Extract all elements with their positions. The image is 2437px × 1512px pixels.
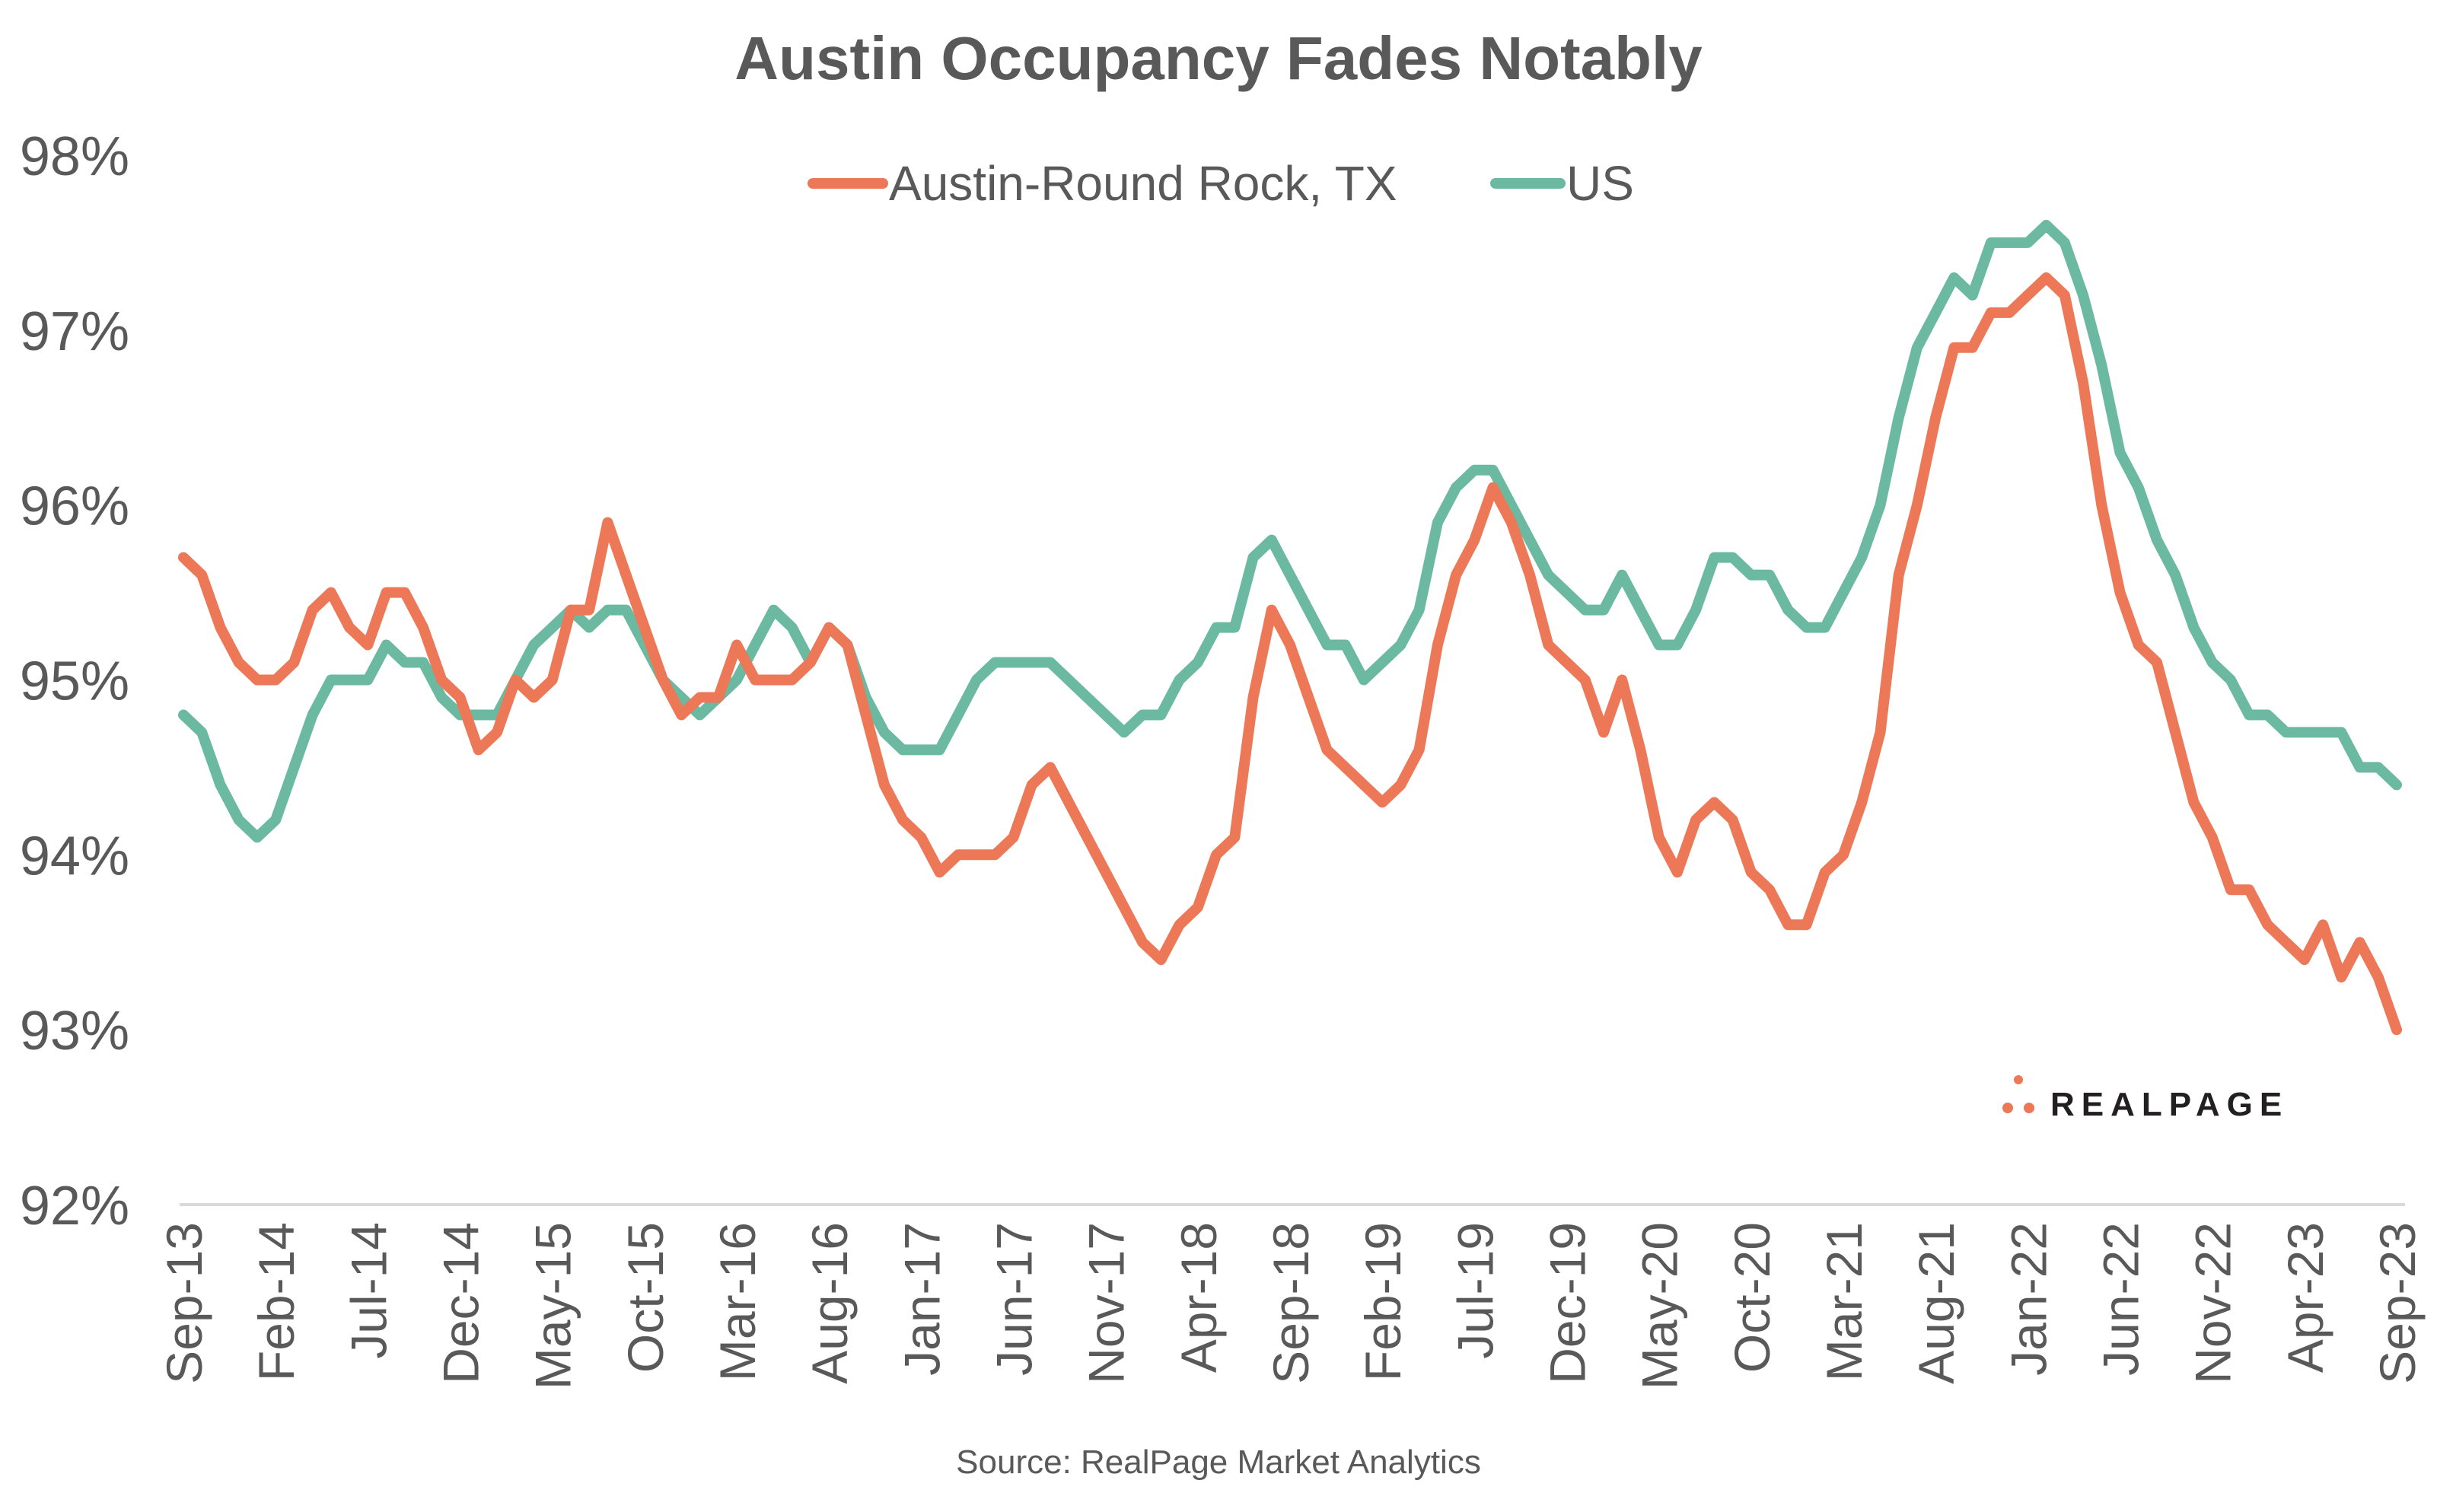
x-tick-label: Dec-19 (1540, 1222, 1596, 1384)
x-tick-label: Mar-16 (709, 1222, 766, 1381)
x-tick-label: Jan-22 (2000, 1222, 2056, 1376)
x-tick-label: Oct-20 (1724, 1222, 1780, 1373)
logo-text: REALPAGE (2050, 1086, 2289, 1123)
y-tick-label: 93% (20, 1001, 129, 1062)
logo-dot (2024, 1103, 2034, 1113)
x-tick-label: Sep-18 (1263, 1222, 1319, 1384)
y-tick-label: 97% (20, 301, 129, 362)
chart-title: Austin Occupancy Fades Notably (734, 24, 1703, 92)
legend-label-us: US (1566, 156, 1634, 211)
logo-dot (2014, 1075, 2023, 1084)
realpage-logo: REALPAGE (2002, 1075, 2289, 1123)
x-tick-label: Oct-15 (617, 1222, 674, 1373)
x-tick-label: Jul-19 (1447, 1222, 1503, 1359)
y-tick-label: 96% (20, 476, 129, 537)
x-tick-label: Jun-22 (2093, 1222, 2149, 1376)
y-tick-label: 95% (20, 651, 129, 712)
series-line-us (178, 219, 2402, 843)
x-tick-label: Nov-22 (2185, 1222, 2241, 1384)
x-tick-label: Feb-19 (1355, 1222, 1411, 1381)
series-line-austin (178, 272, 2402, 1036)
legend-label-austin: Austin-Round Rock, TX (889, 156, 1397, 211)
x-tick-label: Sep-13 (156, 1222, 212, 1384)
x-tick-label: Jun-17 (986, 1222, 1043, 1376)
y-tick-label: 98% (20, 126, 129, 187)
x-tick-label: Aug-16 (801, 1222, 858, 1384)
source-note: Source: RealPage Market Analytics (956, 1444, 1481, 1481)
x-tick-label: Nov-17 (1078, 1222, 1135, 1384)
x-tick-label: Mar-21 (1816, 1222, 1872, 1381)
x-tick-label: Sep-23 (2369, 1222, 2426, 1384)
x-tick-label: Apr-23 (2277, 1222, 2333, 1373)
x-tick-label: Feb-14 (248, 1222, 304, 1381)
x-tick-label: May-20 (1632, 1222, 1688, 1389)
x-tick-label: Jan-17 (894, 1222, 950, 1376)
legend: Austin-Round Rock, TX US (808, 156, 1634, 211)
x-tick-label: Apr-18 (1171, 1222, 1227, 1373)
y-tick-label: 92% (20, 1176, 129, 1237)
y-tick-label: 94% (20, 826, 129, 887)
x-tick-label: May-15 (525, 1222, 581, 1389)
logo-dot (2002, 1103, 2013, 1113)
x-tick-label: Aug-21 (1908, 1222, 1964, 1384)
x-tick-label: Dec-14 (433, 1222, 489, 1384)
x-tick-label: Jul-14 (340, 1222, 397, 1359)
